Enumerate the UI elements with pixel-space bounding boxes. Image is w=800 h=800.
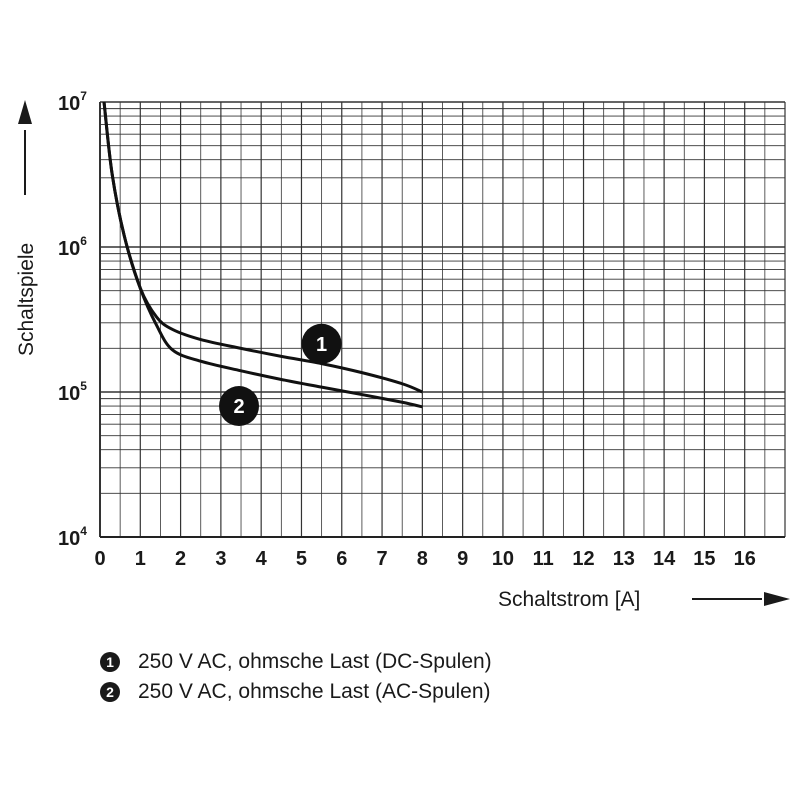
series-marker-2 bbox=[219, 386, 260, 427]
x-tick-label: 11 bbox=[533, 548, 554, 570]
series-markers: 12 bbox=[219, 323, 342, 427]
y-tick-label: 106 bbox=[58, 234, 87, 260]
x-tick-label: 5 bbox=[296, 548, 307, 570]
y-tick-label: 105 bbox=[58, 379, 87, 405]
y-axis-title-group: Schaltspiele bbox=[15, 100, 38, 356]
x-tick-labels: 0 1 2 3 4 5 6 7 8 9 10 11 12 13 14 15 16 bbox=[94, 548, 755, 570]
x-tick-label: 3 bbox=[215, 548, 226, 570]
x-tick-label: 12 bbox=[572, 548, 594, 570]
x-tick-label: 0 bbox=[94, 548, 105, 570]
y-tick-label: 107 bbox=[58, 89, 87, 115]
y-axis-title: Schaltspiele bbox=[15, 243, 38, 356]
legend-text: 250 V AC, ohmsche Last (DC-Spulen) bbox=[138, 650, 492, 673]
x-tick-label: 7 bbox=[376, 548, 387, 570]
x-tick-label: 6 bbox=[336, 548, 347, 570]
x-tick-label: 1 bbox=[135, 548, 146, 570]
x-tick-label: 9 bbox=[457, 548, 468, 570]
legend-marker: 1 bbox=[100, 652, 120, 672]
y-axis-arrow-head bbox=[18, 100, 32, 124]
y-tick-labels: 104 105 106 107 bbox=[58, 89, 87, 550]
x-tick-label: 2 bbox=[175, 548, 186, 570]
x-tick-label: 15 bbox=[693, 548, 715, 570]
series-marker-label: 1 bbox=[316, 334, 327, 356]
x-tick-label: 4 bbox=[256, 548, 268, 570]
x-tick-label: 8 bbox=[417, 548, 428, 570]
x-tick-label: 16 bbox=[734, 548, 756, 570]
x-tick-label: 14 bbox=[653, 548, 676, 570]
legend-marker: 2 bbox=[100, 682, 120, 702]
legend-item: 1 250 V AC, ohmsche Last (DC-Spulen) bbox=[100, 648, 492, 676]
series-marker-1 bbox=[301, 323, 342, 364]
legend-item: 2 250 V AC, ohmsche Last (AC-Spulen) bbox=[100, 678, 491, 706]
x-axis-arrow-head bbox=[764, 592, 790, 606]
legend-text: 250 V AC, ohmsche Last (AC-Spulen) bbox=[138, 680, 491, 703]
x-axis-title: Schaltstrom [A] bbox=[498, 588, 640, 611]
x-axis-title-group: Schaltstrom [A] bbox=[498, 588, 790, 611]
x-tick-label: 13 bbox=[613, 548, 635, 570]
series-group bbox=[102, 101, 423, 409]
y-tick-label: 104 bbox=[58, 524, 87, 550]
series-marker-label: 2 bbox=[233, 396, 244, 418]
series-line-2 bbox=[102, 101, 423, 409]
grid bbox=[99, 101, 786, 538]
x-tick-label: 10 bbox=[492, 548, 514, 570]
